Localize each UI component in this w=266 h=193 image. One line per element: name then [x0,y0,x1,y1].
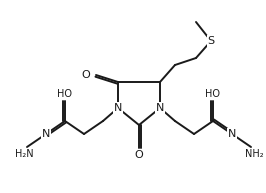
Text: N: N [228,129,236,139]
Text: HO: HO [57,89,73,99]
Text: H₂N: H₂N [15,149,33,159]
Text: S: S [207,36,215,46]
Text: O: O [81,70,90,80]
Text: N: N [42,129,50,139]
Text: HO: HO [206,89,221,99]
Text: N: N [156,103,164,113]
Text: N: N [114,103,122,113]
Text: NH₂: NH₂ [245,149,263,159]
Text: O: O [135,150,143,160]
